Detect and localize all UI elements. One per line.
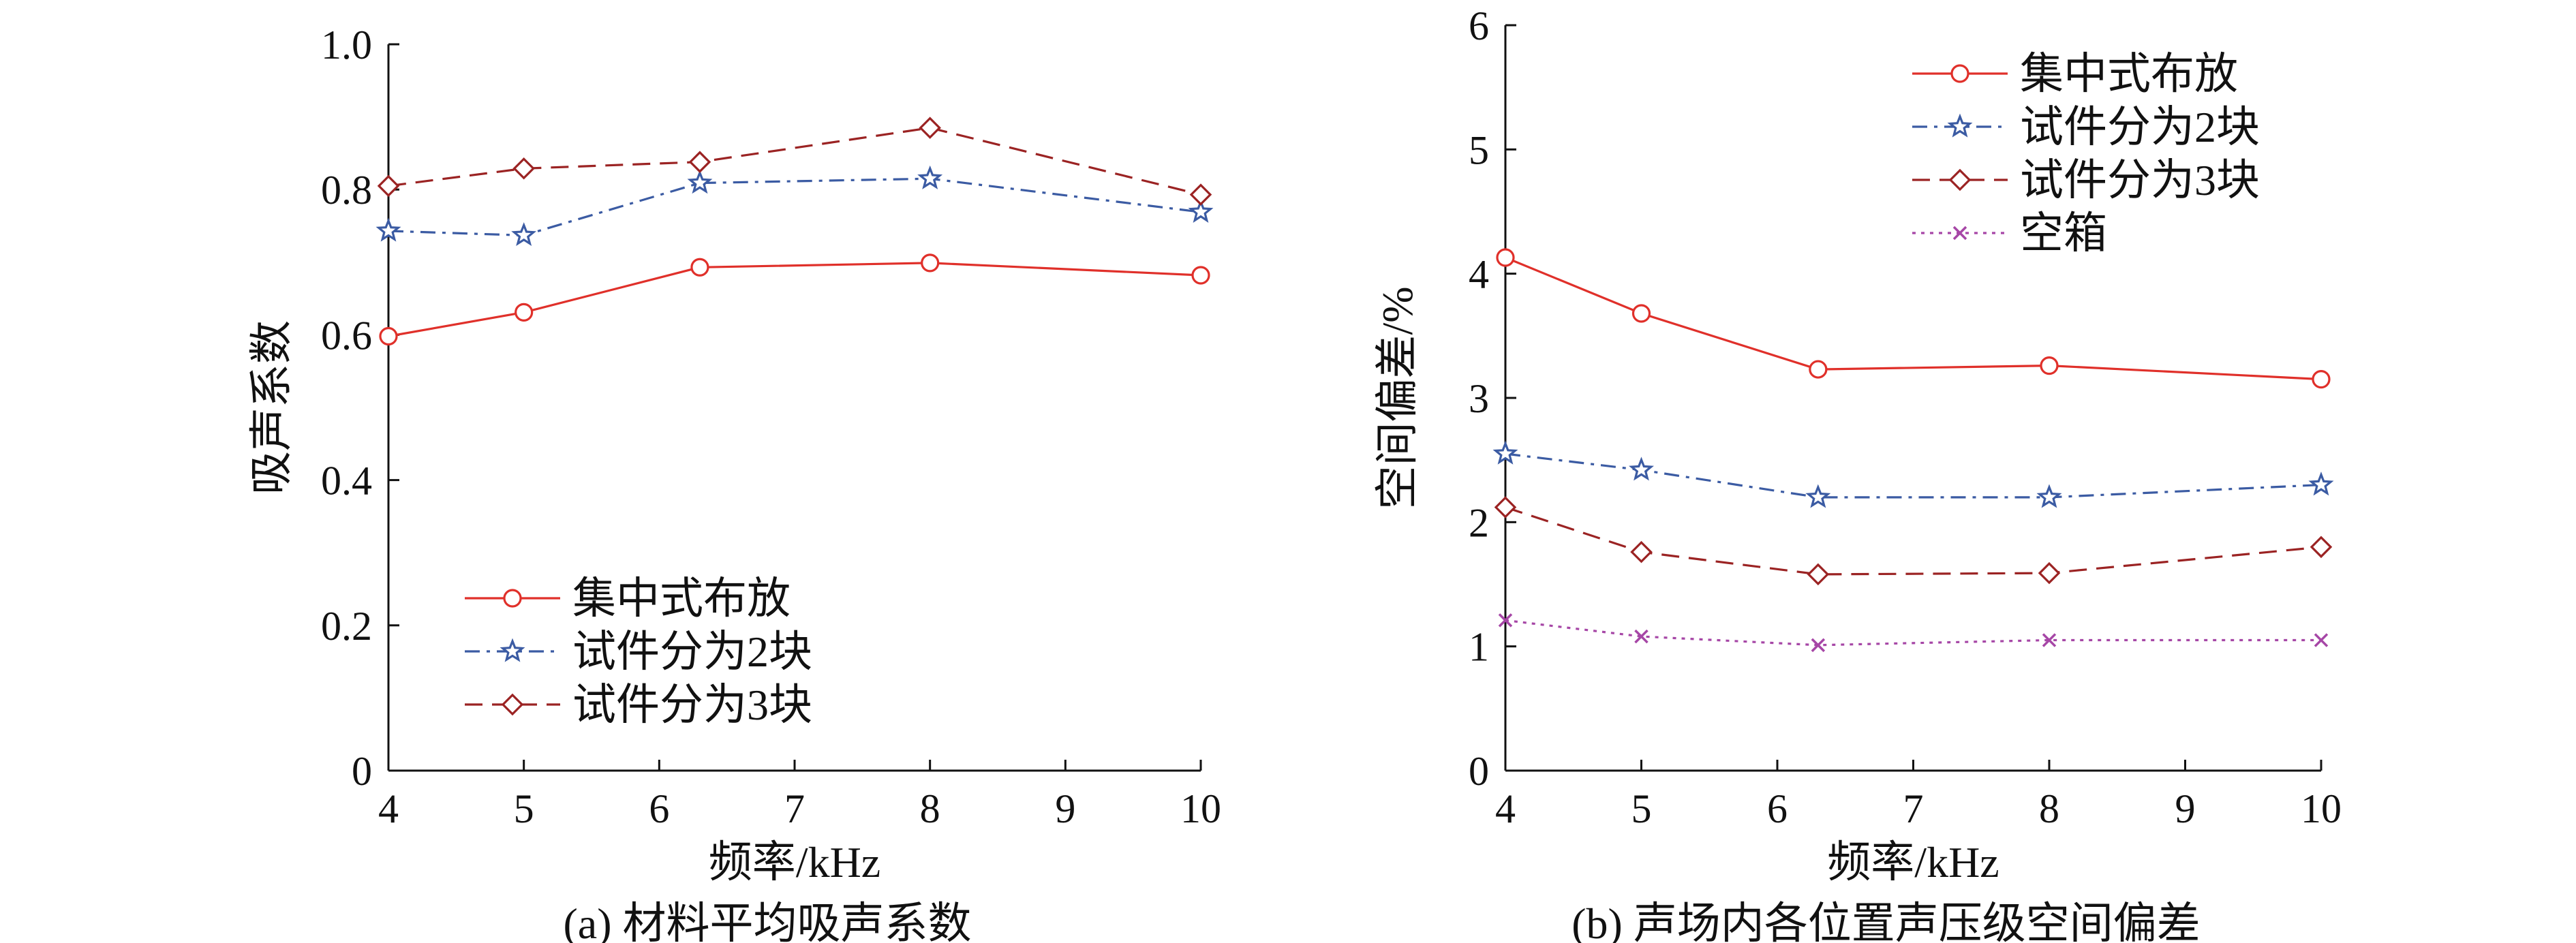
data-point: [2312, 370, 2331, 389]
y-tick-label: 5: [1469, 127, 1489, 172]
x-tick-label: 9: [2175, 786, 2196, 831]
y-tick-label: 2: [1469, 500, 1489, 545]
y-tick-label: 0.4: [321, 459, 372, 504]
data-point: [1630, 540, 1653, 563]
x-tick-label: 7: [1903, 786, 1924, 831]
data-point: [515, 303, 534, 322]
data-point: [1631, 304, 1651, 323]
y-tick-label: 0.6: [321, 313, 372, 358]
data-point: [375, 217, 401, 242]
x-tick-label: 8: [920, 786, 940, 831]
x-tick-label: 10: [1180, 786, 1221, 831]
data-point: [1492, 440, 1518, 465]
data-point: [919, 117, 941, 139]
legend-marker: [501, 693, 524, 716]
legend-marker: [1947, 113, 1973, 138]
x-tick-label: 10: [2301, 786, 2342, 831]
data-point: [1189, 183, 1212, 206]
legend-label: 集中式布放: [572, 574, 791, 623]
data-point: [2040, 356, 2059, 375]
chart-b: 0 1 2 3 4 5 6 4 5 6 7 8 9 10 频率/kHz 空间偏差/% (b) 声场内各位置声压级…: [1373, 3, 2342, 943]
legend-label: 集中式布放: [2020, 50, 2238, 98]
x-tick-label: 5: [1631, 786, 1652, 831]
data-point: [917, 165, 943, 189]
series-line-4: [1505, 619, 2321, 647]
x-tick-label: 9: [1055, 786, 1075, 831]
data-point: [1805, 484, 1831, 508]
data-point: [379, 326, 398, 346]
data-point: [2036, 484, 2062, 508]
legend-marker: [1948, 168, 1972, 191]
data-point: [688, 151, 711, 173]
y-tick-label: 1.0: [321, 22, 372, 67]
legend-label: 试件分为2块: [572, 628, 812, 676]
legend-marker: [503, 589, 522, 608]
data-point: [1634, 629, 1649, 644]
legend-marker: [500, 638, 525, 662]
data-point: [2038, 561, 2061, 585]
series-line-2: [1505, 452, 2322, 499]
series-line-1: [388, 262, 1201, 338]
legend-label: 试件分为2块: [2020, 103, 2260, 151]
data-point: [1496, 248, 1515, 267]
data-point: [1807, 563, 1830, 586]
data-point: [377, 174, 400, 198]
chart-caption: (a) 材料平均吸声系数: [563, 899, 971, 943]
legend-marker: [1950, 64, 1969, 83]
y-axis-label: 吸声系数: [247, 320, 296, 495]
legend-label: 试件分为3块: [572, 681, 812, 729]
y-tick-label: 1: [1469, 625, 1489, 670]
data-point: [2042, 633, 2057, 647]
data-point: [921, 253, 940, 273]
y-tick-label: 3: [1469, 376, 1489, 421]
data-point: [2308, 472, 2334, 496]
y-tick-label: 0: [1469, 749, 1489, 794]
x-tick-label: 6: [649, 786, 669, 831]
series-line-2: [388, 177, 1201, 237]
series-line-3: [1505, 506, 2322, 576]
y-tick-label: 0: [352, 749, 372, 794]
data-point: [1811, 638, 1826, 653]
x-tick-label: 4: [378, 786, 399, 831]
y-tick-label: 6: [1469, 3, 1489, 48]
data-point: [1629, 457, 1654, 481]
data-point: [1188, 198, 1214, 223]
y-tick-label: 0.2: [321, 604, 372, 649]
x-tick-label: 6: [1767, 786, 1788, 831]
series-line-3: [388, 126, 1201, 196]
legend-label: 试件分为3块: [2020, 156, 2260, 204]
legend-marker: [1952, 226, 1967, 241]
data-point: [1809, 360, 1828, 379]
data-point: [687, 170, 713, 194]
x-tick-label: 7: [784, 786, 805, 831]
data-point: [2310, 536, 2333, 559]
data-point: [2314, 633, 2329, 647]
data-point: [690, 258, 709, 277]
data-point: [1191, 266, 1210, 285]
y-tick-label: 0.8: [321, 168, 372, 213]
legend-label: 空箱: [2020, 209, 2107, 258]
x-axis-label: 频率/kHz: [1827, 838, 1999, 886]
x-axis-label: 频率/kHz: [709, 838, 880, 886]
y-tick-label: 4: [1469, 252, 1489, 297]
x-tick-label: 8: [2039, 786, 2059, 831]
y-axis-label: 空间偏差/%: [1373, 286, 1422, 509]
series-line-1: [1505, 256, 2322, 381]
data-point: [1498, 613, 1513, 628]
data-point: [511, 222, 537, 247]
chart-a: 0 0.2 0.4 0.6 0.8 1.0 4 5 6 7 8 9 10 频率/kHz 吸声系数 (a) 材料…: [247, 22, 1221, 943]
data-point: [1494, 496, 1517, 519]
data-point: [512, 157, 535, 180]
x-tick-label: 4: [1495, 786, 1516, 831]
x-tick-label: 5: [514, 786, 534, 831]
chart-caption: (b) 声场内各位置声压级空间偏差: [1571, 899, 2201, 943]
